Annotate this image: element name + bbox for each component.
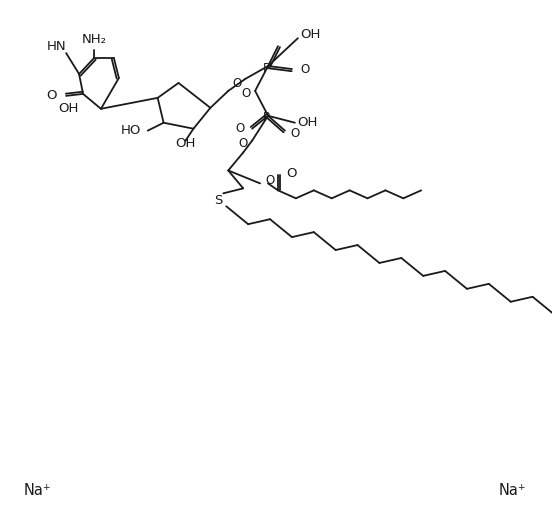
Text: O: O [232, 77, 241, 91]
Text: O: O [265, 174, 274, 187]
Text: O: O [286, 167, 296, 180]
Text: OH: OH [297, 116, 317, 129]
Text: P: P [263, 111, 270, 124]
Text: O: O [300, 62, 309, 75]
Text: O: O [238, 137, 247, 150]
Text: OH: OH [175, 137, 196, 150]
Text: O: O [290, 127, 299, 140]
Text: OH: OH [300, 28, 320, 41]
Text: S: S [214, 194, 223, 207]
Text: O: O [47, 90, 57, 102]
Text: NH₂: NH₂ [81, 33, 106, 46]
Text: HO: HO [120, 124, 141, 137]
Text: O: O [241, 88, 250, 100]
Text: Na⁺: Na⁺ [499, 483, 526, 498]
Text: O: O [235, 122, 244, 135]
Text: P: P [263, 61, 270, 75]
Text: HN: HN [47, 39, 66, 53]
Text: OH: OH [59, 102, 79, 115]
Text: Na⁺: Na⁺ [23, 483, 51, 498]
